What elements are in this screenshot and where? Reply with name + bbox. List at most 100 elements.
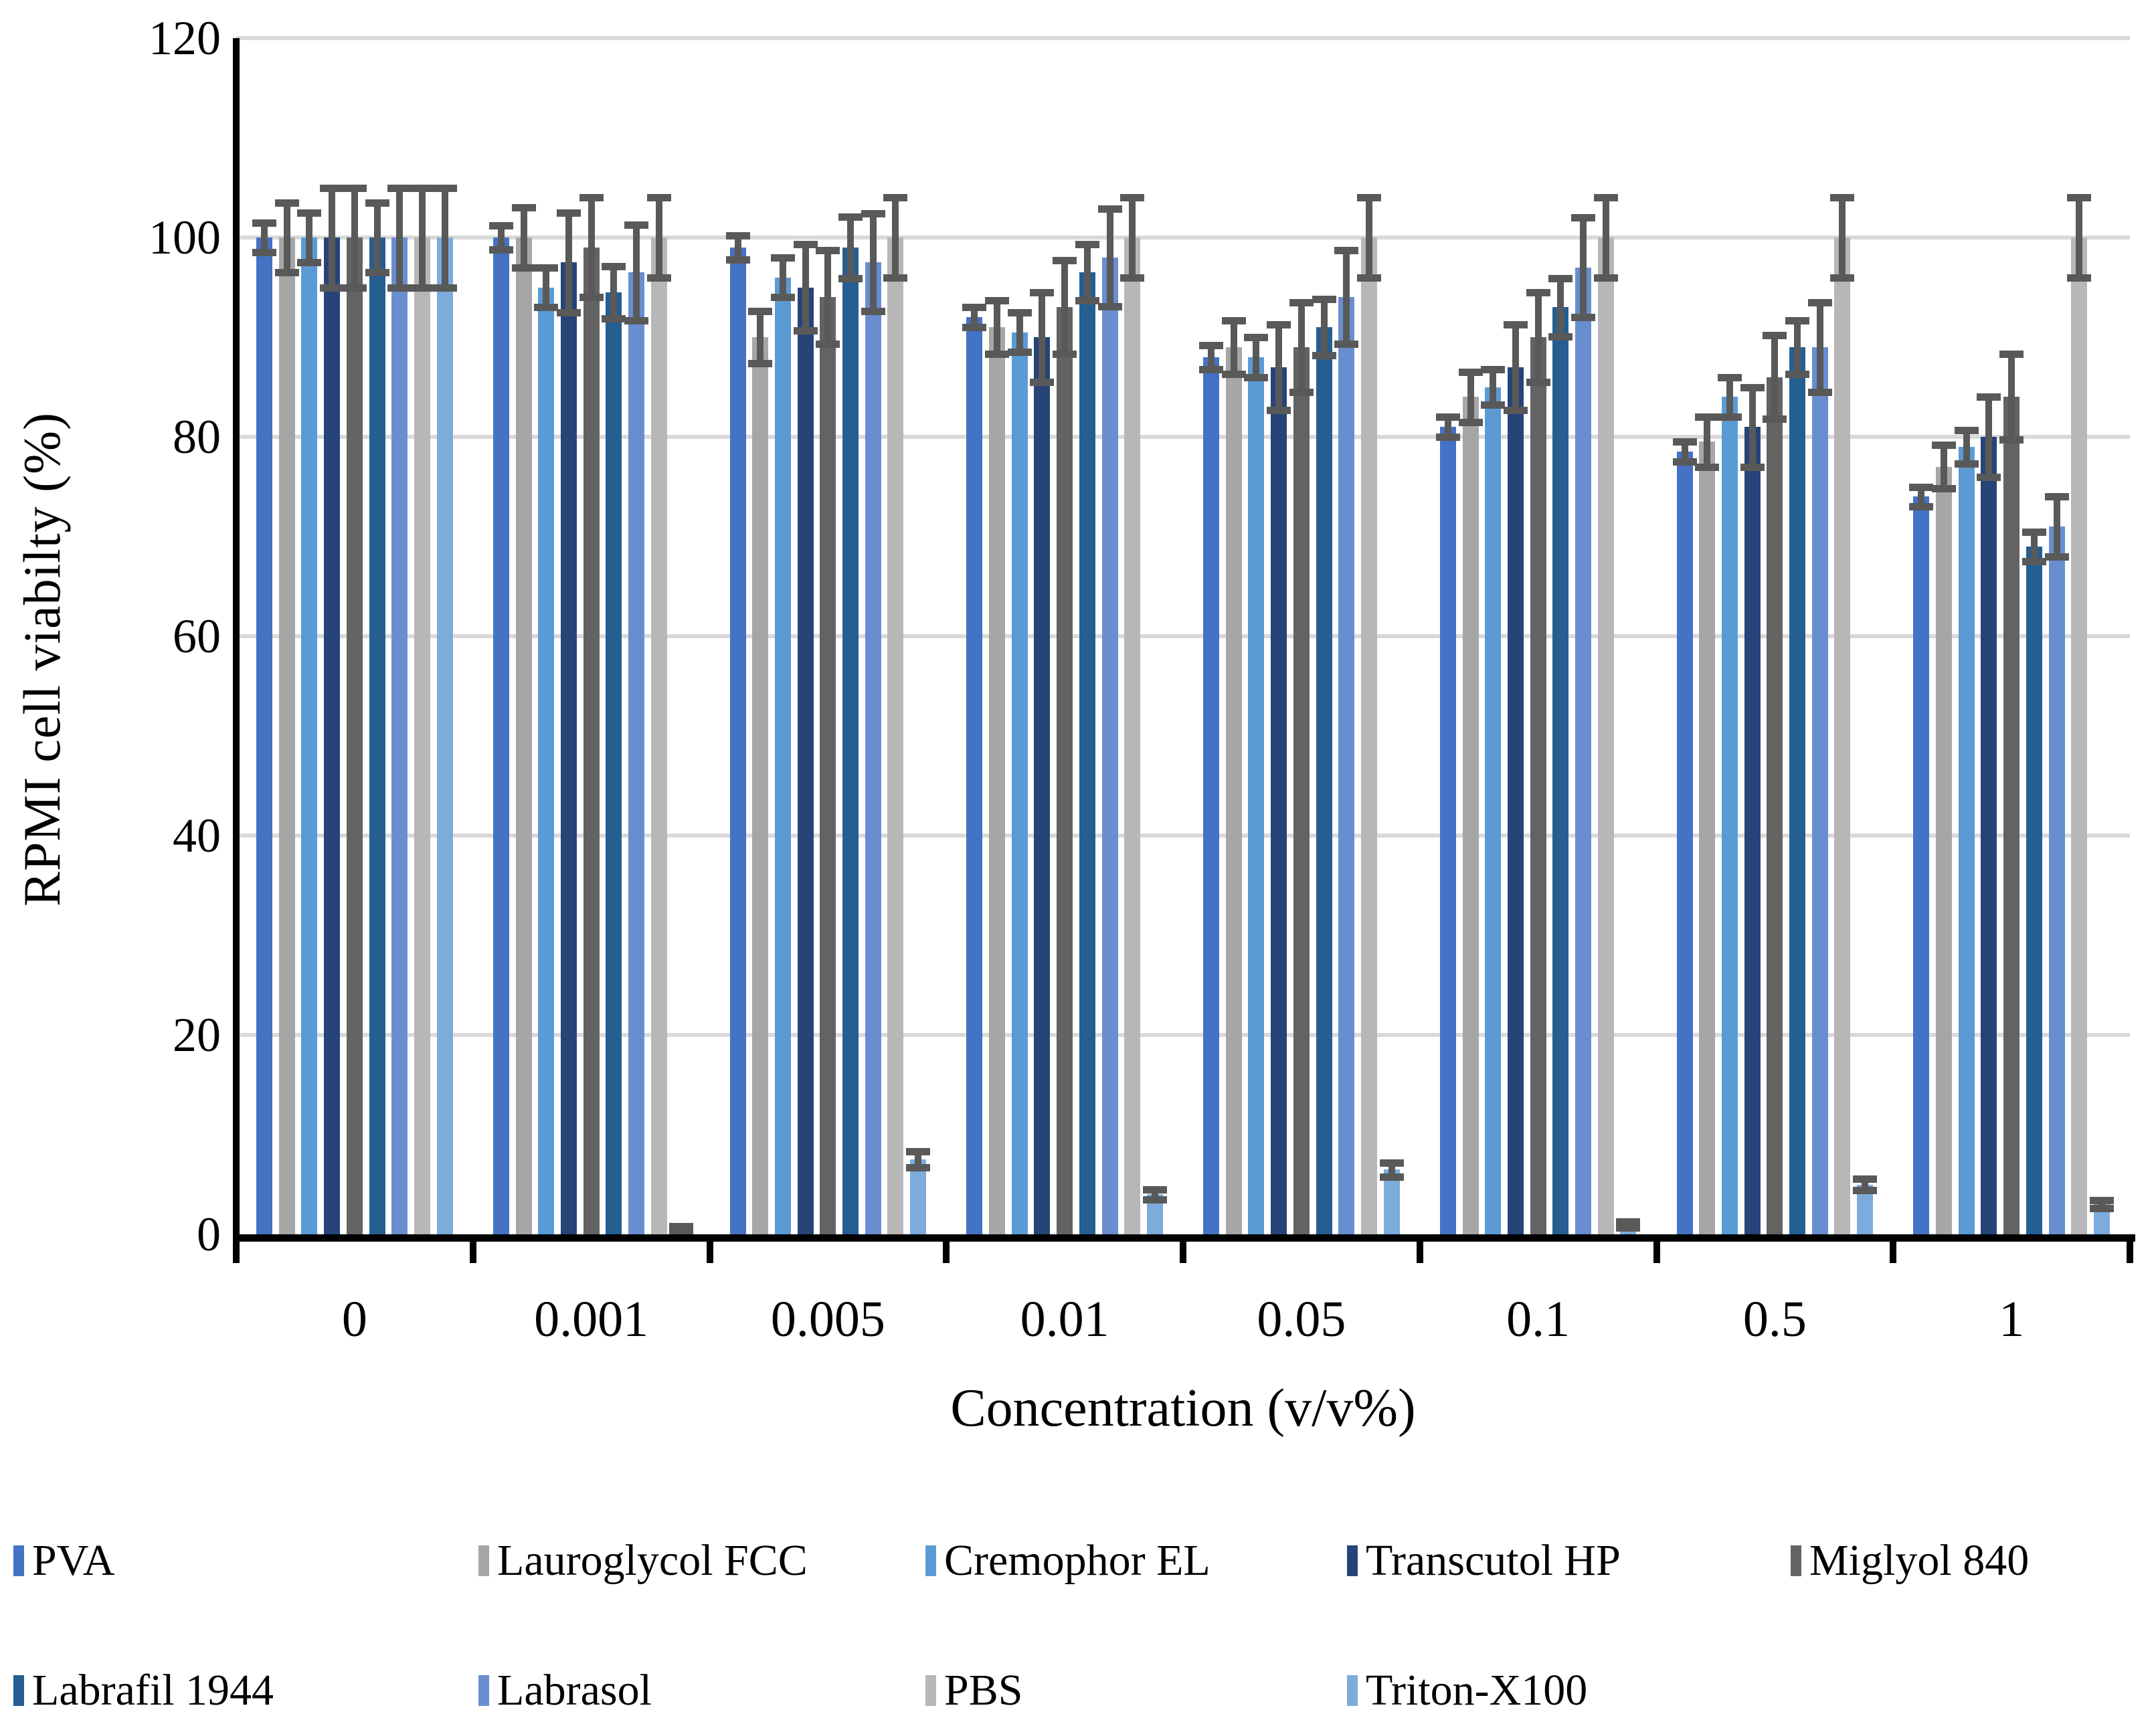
- x-axis-tick: [706, 1242, 713, 1263]
- legend-label: Cremophor EL: [944, 1536, 1210, 1585]
- error-bar: [915, 1151, 922, 1168]
- error-bar: [1941, 444, 1948, 489]
- error-bar-cap-bottom: [2089, 1205, 2114, 1213]
- bar-pbs-0.1: [1597, 237, 1614, 1234]
- bar-lauroglycol-fcc-0.05: [1225, 347, 1242, 1234]
- error-bar-cap-bottom: [962, 324, 987, 332]
- bar-transcutol-hp-0.1: [1507, 367, 1524, 1234]
- bar-transcutol-hp-0.005: [797, 287, 814, 1234]
- error-bar: [418, 187, 426, 288]
- bar-transcutol-hp-0: [324, 237, 341, 1234]
- error-bar-cap-bottom: [602, 314, 626, 322]
- bar-miglyol-840-0.01: [1057, 307, 1073, 1234]
- x-axis-tick: [1653, 1242, 1660, 1263]
- error-bar-cap-top: [1312, 296, 1336, 304]
- x-axis-tick: [1890, 1242, 1897, 1263]
- error-bar: [283, 202, 290, 273]
- error-bar-cap-bottom: [1932, 485, 1957, 493]
- x-tick-label: 1: [1999, 1291, 2025, 1347]
- bar-pva-1: [1913, 496, 1930, 1234]
- error-bar: [1083, 244, 1091, 300]
- bar-labrafil-1944-0.5: [1789, 347, 1806, 1234]
- error-bar-cap-bottom: [1075, 296, 1099, 304]
- error-bar-cap-bottom: [1695, 463, 1720, 471]
- error-bar-cap-top: [1763, 332, 1787, 340]
- error-bar-cap-top: [274, 199, 299, 207]
- error-bar-cap-top: [2089, 1197, 2114, 1205]
- error-bar-cap-top: [1717, 373, 1742, 381]
- error-bar-cap-bottom: [1526, 379, 1550, 387]
- error-bar-cap-bottom: [1717, 413, 1742, 421]
- error-bar: [892, 197, 899, 278]
- gridline-80: [236, 435, 2130, 439]
- legend-item-cremophor-el: Cremophor EL: [925, 1537, 1210, 1584]
- error-bar-cap-bottom: [1053, 351, 1077, 359]
- error-bar-cap-top: [1785, 316, 1810, 324]
- error-bar-cap-bottom: [1007, 349, 1032, 357]
- error-bar: [543, 267, 550, 308]
- error-bar-cap-bottom: [1807, 388, 1832, 396]
- error-bar-cap-bottom: [906, 1164, 931, 1172]
- error-bar-cap-top: [432, 184, 457, 192]
- error-bar: [329, 187, 336, 288]
- error-bar-cap-bottom: [1221, 371, 1246, 379]
- bar-transcutol-hp-0.5: [1744, 427, 1761, 1234]
- x-tick-label: 0.005: [770, 1291, 885, 1347]
- error-bar-cap-top: [748, 308, 773, 316]
- error-bar-cap-top: [511, 204, 536, 212]
- legend-label: Labrasol: [497, 1666, 652, 1715]
- bar-pva-0.01: [966, 317, 983, 1234]
- error-bar-cap-top: [2067, 194, 2092, 202]
- bar-miglyol-840-0.5: [1767, 377, 1783, 1234]
- error-bar-cap-top: [556, 209, 581, 217]
- error-bar-cap-bottom: [770, 294, 795, 302]
- error-bar-cap-top: [387, 184, 412, 192]
- error-bar-cap-bottom: [1571, 314, 1596, 322]
- legend-item-transcutol-hp: Transcutol HP: [1347, 1537, 1621, 1584]
- bar-labrasol-0.05: [1338, 297, 1355, 1234]
- error-bar-cap-bottom: [985, 351, 1010, 359]
- gridline-100: [236, 235, 2130, 240]
- error-bar: [1388, 1162, 1395, 1177]
- error-bar-cap-bottom: [1999, 436, 2024, 444]
- error-bar-cap-top: [1244, 334, 1269, 341]
- error-bar-cap-top: [1672, 438, 1697, 446]
- error-bar-cap-top: [252, 219, 277, 227]
- error-bar-cap-bottom: [2022, 558, 2046, 566]
- error-bar: [2076, 197, 2083, 278]
- error-bar-cap-top: [1007, 308, 1032, 316]
- error-bar: [994, 300, 1001, 355]
- error-bar-cap-top: [838, 213, 863, 221]
- error-bar: [1253, 337, 1260, 377]
- error-bar: [1297, 302, 1305, 392]
- x-axis-title: Concentration (v/v%): [950, 1379, 1416, 1438]
- bar-cremophor-el-0.05: [1248, 357, 1265, 1234]
- bar-labrasol-0: [391, 237, 408, 1234]
- gridline-40: [236, 834, 2130, 838]
- error-bar-cap-top: [1503, 320, 1528, 328]
- bar-labrasol-0.1: [1575, 267, 1592, 1234]
- gridline-20: [236, 1033, 2130, 1037]
- bar-lauroglycol-fcc-0.5: [1699, 442, 1716, 1234]
- error-bar-cap-bottom: [748, 359, 773, 367]
- error-bar: [1230, 320, 1237, 375]
- error-bar-cap-top: [883, 194, 908, 202]
- error-bar-cap-bottom: [1379, 1173, 1404, 1181]
- error-bar: [1771, 335, 1779, 419]
- bar-pbs-0.01: [1124, 237, 1141, 1234]
- legend-swatch: [13, 1675, 24, 1706]
- error-bar-cap-top: [1593, 194, 1618, 202]
- error-bar: [1365, 197, 1372, 278]
- error-bar-cap-bottom: [297, 259, 322, 267]
- error-bar-cap-top: [985, 296, 1010, 304]
- y-tick-label: 20: [173, 1008, 221, 1062]
- error-bar: [261, 222, 268, 253]
- error-bar-cap-top: [906, 1148, 931, 1156]
- error-bar-cap-top: [1616, 1218, 1641, 1226]
- error-bar-cap-top: [2044, 493, 2069, 501]
- bar-lauroglycol-fcc-0.01: [989, 327, 1006, 1234]
- bar-cremophor-el-0.1: [1485, 387, 1502, 1234]
- bar-cremophor-el-0: [301, 237, 318, 1234]
- error-bar-cap-bottom: [2044, 553, 2069, 561]
- bar-pva-0: [256, 237, 273, 1234]
